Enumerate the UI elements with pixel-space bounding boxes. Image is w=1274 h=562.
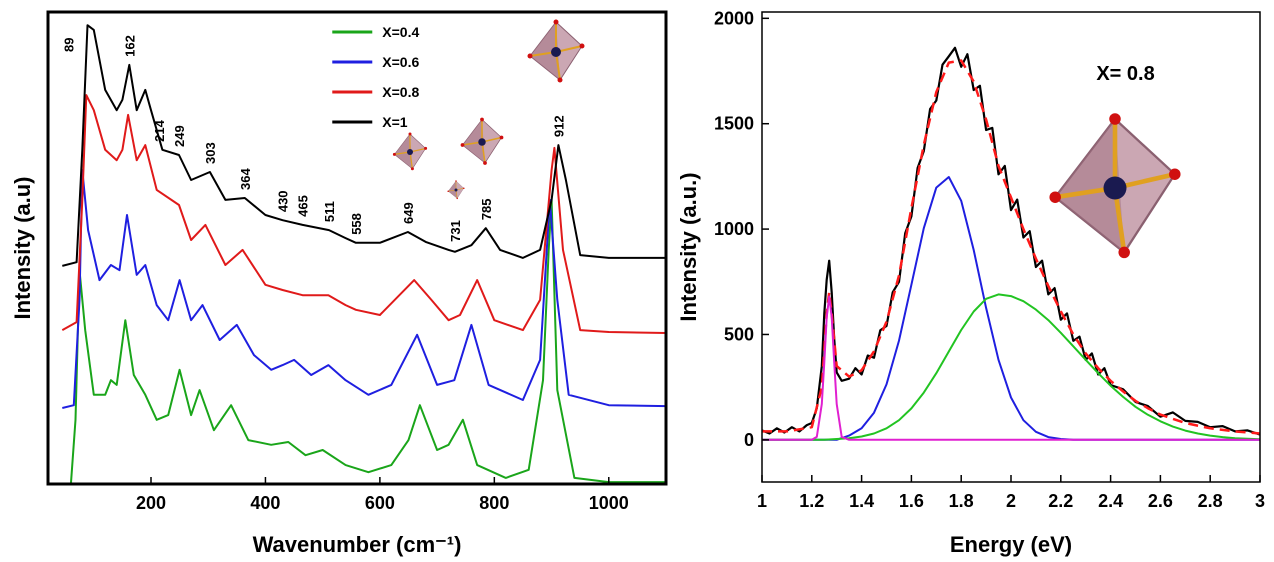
- x-tick-label: 1000: [589, 493, 629, 513]
- x-tick-label: 2.6: [1148, 491, 1173, 511]
- annotation: X= 0.8: [1096, 63, 1154, 85]
- octahedron-icon: [392, 131, 428, 171]
- series-line: [762, 176, 1260, 441]
- peak-label: 249: [172, 125, 187, 147]
- peak-label: 912: [551, 115, 566, 137]
- peak-label: 430: [276, 190, 291, 212]
- plot-frame: [46, 10, 668, 486]
- x-axis-label: Energy (eV): [950, 532, 1072, 557]
- y-tick-label: 2000: [714, 8, 754, 28]
- x-tick-label: 1.6: [899, 491, 924, 511]
- series-line: [61, 94, 667, 334]
- x-tick-label: 1.2: [799, 491, 824, 511]
- y-axis-label: Intensity (a.u.): [676, 172, 701, 321]
- x-tick-label: 1.8: [949, 491, 974, 511]
- series-line: [762, 59, 1261, 435]
- legend-label: X=0.4: [382, 24, 419, 40]
- peak-label: 364: [238, 168, 253, 190]
- series-line: [62, 24, 666, 267]
- peak-label: 214: [152, 119, 167, 141]
- peak-label: 303: [203, 142, 218, 164]
- octahedron-icon: [459, 116, 505, 166]
- y-tick-label: 1000: [714, 219, 754, 239]
- x-tick-label: 1: [757, 491, 767, 511]
- series-line: [761, 46, 1261, 436]
- x-tick-label: 2: [1006, 491, 1016, 511]
- octahedron-icon: [526, 18, 586, 84]
- peak-label: 649: [401, 202, 416, 224]
- x-tick-label: 2.8: [1198, 491, 1223, 511]
- x-tick-label: 2.4: [1098, 491, 1123, 511]
- plot-frame: [761, 11, 1261, 483]
- legend-label: X=0.6: [382, 54, 419, 70]
- x-tick-label: 600: [365, 493, 395, 513]
- peak-label: 162: [122, 35, 137, 57]
- peak-label: 731: [448, 220, 463, 242]
- series-line: [69, 198, 666, 485]
- peak-label: 89: [61, 38, 76, 52]
- x-tick-label: 800: [479, 493, 509, 513]
- x-tick-label: 1.4: [849, 491, 874, 511]
- x-tick-label: 2.2: [1048, 491, 1073, 511]
- peak-label: 511: [322, 201, 337, 222]
- peak-label: 465: [296, 195, 311, 217]
- peak-label: 785: [479, 198, 494, 220]
- series-line: [762, 295, 1260, 441]
- y-axis-label: Intensity (a.u): [10, 176, 35, 319]
- y-tick-label: 500: [724, 324, 754, 344]
- x-axis-label: Wavenumber (cm⁻¹): [253, 532, 462, 557]
- octahedron-icon: [447, 179, 465, 200]
- legend-label: X=1: [382, 114, 408, 130]
- y-tick-label: 1500: [714, 114, 754, 134]
- x-tick-label: 200: [136, 493, 166, 513]
- legend-label: X=0.8: [382, 84, 419, 100]
- series-line: [762, 293, 1261, 441]
- x-tick-label: 400: [250, 493, 280, 513]
- x-tick-label: 3: [1255, 491, 1265, 511]
- peak-label: 558: [349, 213, 364, 235]
- octahedron-icon: [1049, 113, 1180, 258]
- series-line: [62, 169, 667, 409]
- y-tick-label: 0: [744, 430, 754, 450]
